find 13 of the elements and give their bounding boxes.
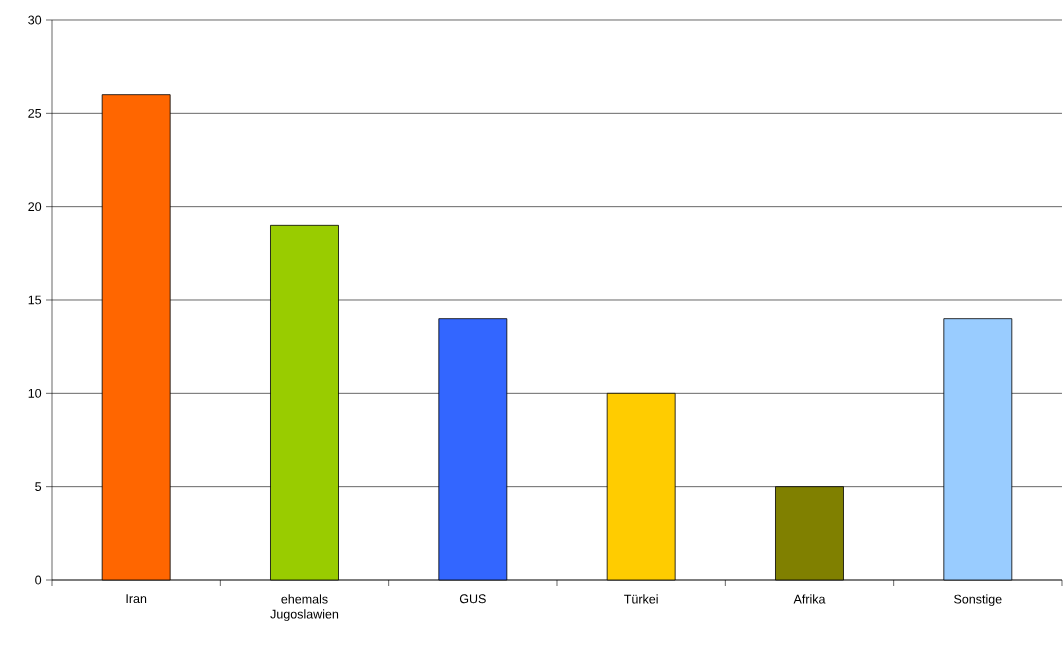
x-tick-label: Afrika xyxy=(793,594,826,604)
y-tick-label: 15 xyxy=(28,295,42,305)
y-tick-label: 30 xyxy=(28,15,42,25)
x-tick-label: Sonstige xyxy=(954,594,1002,607)
y-tick-label: 25 xyxy=(28,108,42,118)
y-tick-label: 5 xyxy=(35,482,42,492)
x-tick-label: Türkei xyxy=(624,594,658,604)
y-tick-label: 0 xyxy=(35,575,42,585)
y-tick-label: 20 xyxy=(28,202,42,212)
x-tick-label: GUS xyxy=(459,594,486,604)
y-tick-label: 10 xyxy=(28,388,42,398)
x-tick-label: Iran xyxy=(126,594,147,604)
x-tick-label: ehemals Jugoslawien xyxy=(270,594,339,622)
